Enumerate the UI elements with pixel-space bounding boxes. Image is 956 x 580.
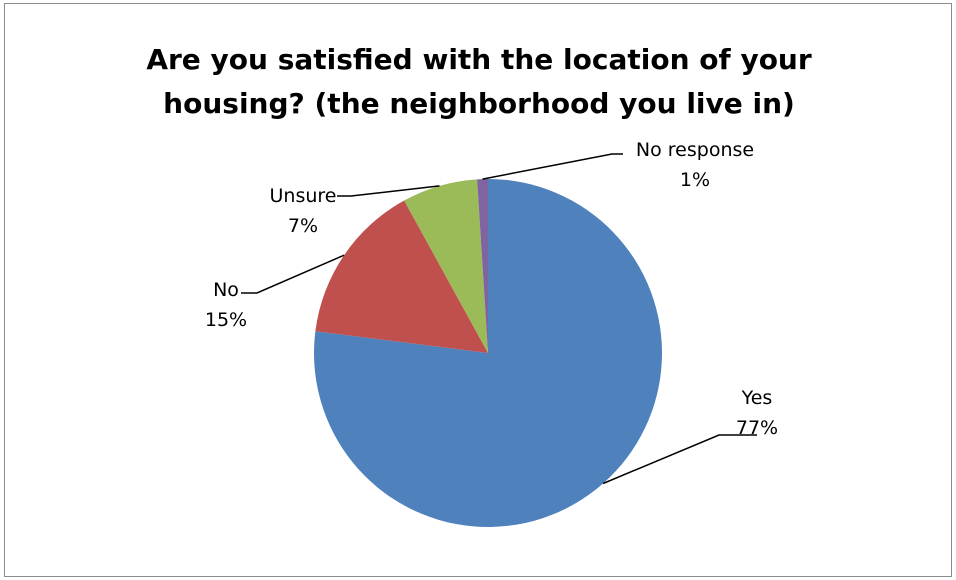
chart-title: Are you satisfied with the location of y… — [5, 38, 953, 126]
data-label-name-yes: Yes — [741, 387, 773, 409]
chart-title-line-1: Are you satisfied with the location of y… — [146, 43, 812, 76]
chart-area: Are you satisfied with the location of y… — [4, 3, 952, 577]
leader-line-unsure — [337, 185, 440, 197]
pie-slice-unsure — [404, 179, 488, 353]
pie-slice-yes — [313, 179, 662, 528]
data-label-value-no-response: 1% — [680, 169, 710, 191]
data-label-value-yes: 77% — [736, 417, 778, 439]
leader-line-yes — [602, 434, 757, 485]
data-label-value-no: 15% — [205, 309, 247, 331]
pie-slice-no-response — [477, 178, 488, 353]
pie-slice-no — [315, 200, 488, 353]
data-label-value-unsure: 7% — [288, 215, 318, 237]
chart-title-line-2: housing? (the neighborhood you live in) — [163, 87, 795, 120]
leader-line-no — [241, 254, 345, 294]
data-label-name-no-response: No response — [636, 139, 754, 161]
leader-line-no-response — [482, 153, 623, 180]
data-label-name-unsure: Unsure — [270, 185, 337, 207]
data-label-name-no: No — [213, 279, 239, 301]
pie-chart: Yes 77% No 15% Unsure 7% No response 1% — [205, 139, 778, 528]
